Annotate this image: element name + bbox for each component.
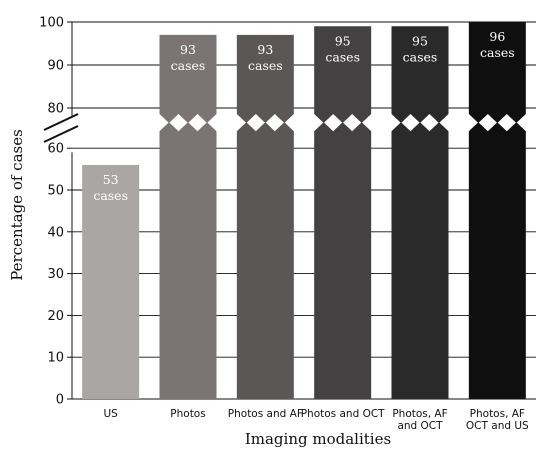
axes: 0 10 20 30 40 50 60 80 90 100 US Photos Photos and A…	[39, 16, 529, 433]
x-tick-label: OCT and US	[466, 420, 529, 432]
axis-break-mark	[43, 125, 79, 143]
bar-upper-segment	[391, 26, 449, 123]
y-tick-label: 0	[56, 393, 64, 408]
bar-upper-segment	[468, 22, 526, 123]
y-tick-label: 90	[47, 59, 64, 74]
bar-upper-segment	[159, 34, 217, 123]
bar-data-label: cases	[93, 188, 128, 203]
bar-data-label: cases	[171, 58, 206, 73]
bar-data-label: 95	[412, 33, 428, 48]
bar-data-label: cases	[403, 49, 438, 64]
x-axis-title: Imaging modalities	[245, 430, 391, 448]
x-tick-label: Photos and OCT	[301, 408, 385, 420]
y-tick-label: 10	[47, 351, 64, 366]
bars	[82, 22, 526, 399]
bar-data-label: cases	[248, 58, 283, 73]
bar-data-label: 93	[257, 42, 273, 57]
bar-lower-segment	[468, 122, 526, 399]
x-tick-label: Photos	[170, 408, 205, 420]
y-tick-label: 50	[47, 184, 64, 199]
bar	[82, 164, 140, 399]
y-tick-label: 40	[47, 225, 64, 240]
bar-data-label: 96	[489, 29, 505, 44]
bar-upper-segment	[236, 34, 294, 123]
bar-lower-segment	[159, 122, 217, 399]
y-tick-label: 60	[47, 142, 64, 157]
bar-data-label: 93	[180, 42, 196, 57]
y-tick-label: 80	[47, 102, 64, 117]
bar-data-label: cases	[325, 49, 360, 64]
y-tick-label: 100	[39, 16, 64, 31]
bar-data-label: 95	[335, 33, 351, 48]
x-tick-label: and OCT	[397, 420, 443, 432]
x-tick-label: Photos and AF	[228, 408, 303, 420]
bar-data-label: cases	[480, 45, 515, 60]
y-tick-label: 20	[47, 309, 64, 324]
x-tick-label: Photos, AF	[470, 408, 525, 420]
x-tick-label: Photos, AF	[392, 408, 447, 420]
bar-labels: 53cases93cases93cases95cases95cases96cas…	[93, 29, 514, 203]
axis-break-mark	[43, 113, 79, 131]
bar-lower-segment	[236, 122, 294, 399]
gridlines	[72, 21, 536, 400]
y-tick-label: 30	[47, 267, 64, 282]
bar-lower-segment	[314, 122, 372, 399]
x-tick-label: US	[103, 408, 118, 420]
bar-lower-segment	[391, 122, 449, 399]
bar-data-label: 53	[103, 172, 119, 187]
bar-upper-segment	[314, 26, 372, 123]
y-axis-title: Percentage of cases	[8, 129, 26, 281]
